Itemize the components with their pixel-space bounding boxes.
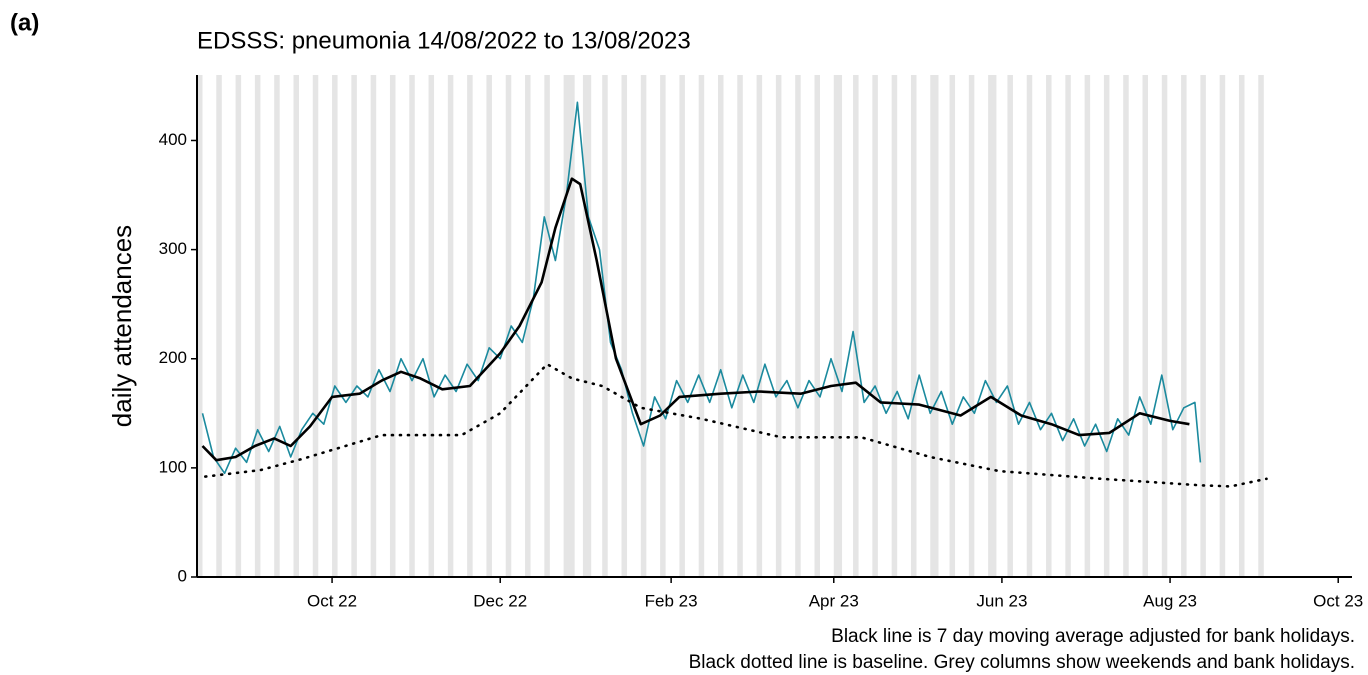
shade-column (332, 75, 338, 577)
shade-column (544, 75, 550, 577)
shade-column (582, 75, 592, 577)
shade-column (756, 75, 763, 577)
shade-column (679, 75, 685, 577)
x-tick-label: Dec 22 (473, 591, 527, 610)
y-tick-label: 100 (159, 457, 187, 476)
panel-label: (a) (10, 9, 39, 36)
shade-column (1046, 75, 1052, 577)
shade-column (505, 75, 512, 577)
shade-column (370, 75, 377, 577)
shade-column (409, 75, 415, 577)
shade-column (312, 75, 319, 577)
shade-column (274, 75, 280, 577)
shade-column (775, 75, 782, 577)
shade-column (1084, 75, 1091, 577)
y-tick-label: 200 (159, 348, 187, 367)
shade-column (216, 75, 222, 577)
shade-column (254, 75, 261, 577)
shade-column (235, 75, 242, 577)
shade-column (467, 75, 473, 577)
y-tick-label: 400 (159, 130, 187, 149)
shade-column (795, 75, 801, 577)
shade-column (389, 75, 396, 577)
x-tick-label: Oct 22 (307, 591, 357, 610)
shade-column (525, 75, 531, 577)
shade-column (1026, 75, 1033, 577)
shade-column (872, 75, 878, 577)
shade-column (1065, 75, 1071, 577)
footnote: Black line is 7 day moving average adjus… (831, 626, 1355, 647)
shade-column (853, 75, 859, 577)
x-tick-label: Apr 23 (809, 591, 859, 610)
shade-column (640, 75, 647, 577)
shade-column (1123, 75, 1129, 577)
x-tick-label: Oct 23 (1313, 591, 1363, 610)
shade-column (351, 75, 357, 577)
shade-column (910, 75, 917, 577)
shade-column (717, 75, 724, 577)
shade-column (602, 75, 608, 577)
shade-column (1238, 75, 1245, 577)
shade-column (197, 75, 203, 577)
shade-column (1142, 75, 1149, 577)
shade-column (293, 75, 299, 577)
shade-column (949, 75, 956, 577)
footnote: Black dotted line is baseline. Grey colu… (689, 652, 1355, 673)
shade-column (988, 75, 997, 577)
x-tick-label: Feb 23 (645, 591, 698, 610)
y-tick-label: 0 (178, 566, 187, 585)
chart-title: EDSSS: pneumonia 14/08/2022 to 13/08/202… (197, 27, 691, 54)
shade-column (930, 75, 939, 577)
y-axis-label: daily attendances (107, 225, 137, 427)
y-tick-label: 300 (159, 239, 187, 258)
shade-column (428, 75, 435, 577)
shade-column (1200, 75, 1206, 577)
shade-column (1258, 75, 1264, 577)
series-line (201, 177, 1190, 462)
shade-column (968, 75, 975, 577)
shade-column (833, 75, 843, 577)
shade-column (1219, 75, 1226, 577)
shade-column (891, 75, 898, 577)
x-tick-label: Aug 23 (1143, 591, 1197, 610)
shade-column (563, 75, 575, 577)
shade-column (1181, 75, 1187, 577)
shade-column (814, 75, 820, 577)
series-line (201, 101, 1202, 475)
x-tick-label: Jun 23 (976, 591, 1027, 610)
shade-column (447, 75, 454, 577)
shade-column (1007, 75, 1013, 577)
shade-column (1103, 75, 1110, 577)
shade-column (737, 75, 743, 577)
shade-column (621, 75, 628, 577)
shade-column (660, 75, 666, 577)
shade-column (486, 75, 492, 577)
shade-column (698, 75, 705, 577)
shade-column (1161, 75, 1168, 577)
series-line (204, 362, 1268, 488)
